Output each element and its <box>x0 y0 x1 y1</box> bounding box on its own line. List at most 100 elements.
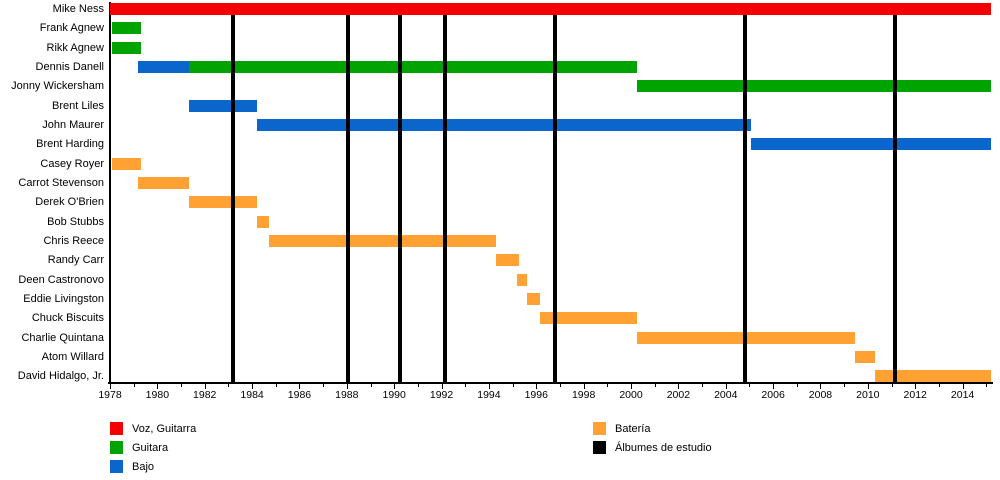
y-axis-line <box>109 2 111 382</box>
bar-guitarra <box>112 22 141 35</box>
bar-bateria <box>496 254 519 267</box>
member-label: Jonny Wickersham <box>11 80 104 93</box>
axis-major-tick <box>678 384 680 389</box>
axis-minor-tick <box>607 384 609 387</box>
axis-minor-tick <box>417 384 419 387</box>
axis-tick-label: 1990 <box>382 389 406 401</box>
bar-bajo <box>189 99 257 112</box>
album-line <box>742 15 747 382</box>
member-label: Mike Ness <box>52 3 104 15</box>
axis-tick-label: 2004 <box>714 389 738 401</box>
axis-tick-label: 2010 <box>856 389 880 401</box>
axis-minor-tick <box>370 384 372 387</box>
member-label: Carrot Stevenson <box>18 176 104 189</box>
member-label: Deen Castronovo <box>18 273 104 286</box>
axis-major-tick <box>962 384 964 389</box>
bar-bateria <box>189 196 257 209</box>
bar-bateria <box>874 370 991 383</box>
bar-bajo <box>750 138 991 151</box>
axis-minor-tick <box>938 384 940 387</box>
axis-minor-tick <box>796 384 798 387</box>
album-line <box>346 15 350 382</box>
axis-minor-tick <box>702 384 704 387</box>
axis-tick-label: 2008 <box>808 389 833 401</box>
bar-bateria <box>256 215 269 228</box>
axis-minor-tick <box>323 384 325 387</box>
axis-major-tick <box>110 384 111 389</box>
legend-label: Álbumes de estudio <box>615 442 712 454</box>
axis-tick-label: 2006 <box>761 389 785 401</box>
axis-major-tick <box>346 384 348 389</box>
bar-bateria <box>854 350 875 363</box>
member-label: Charlie Quintana <box>21 331 104 344</box>
bar-bateria <box>526 292 540 305</box>
axis-major-tick <box>915 384 917 389</box>
axis-major-tick <box>631 384 633 389</box>
axis-minor-tick <box>275 384 277 387</box>
bar-bateria <box>517 273 527 286</box>
bar-bateria <box>268 234 497 247</box>
legend-label: Bajo <box>132 461 155 473</box>
axis-minor-tick <box>986 384 988 387</box>
member-label: Frank Agnew <box>39 22 104 35</box>
legend-label: Batería <box>615 423 651 435</box>
axis-major-tick <box>867 384 869 389</box>
axis-major-tick <box>583 384 585 389</box>
legend-label: Voz, Guitarra <box>132 423 197 435</box>
member-label: John Maurer <box>42 118 104 131</box>
axis-tick-label: 1986 <box>287 389 312 401</box>
axis-major-tick <box>725 384 727 389</box>
axis-minor-tick <box>654 384 656 387</box>
member-label: Dennis Danell <box>35 60 104 73</box>
axis-minor-tick <box>559 384 561 387</box>
legend-swatch <box>110 422 123 435</box>
axis-minor-tick <box>512 384 514 387</box>
axis-minor-tick <box>749 384 751 387</box>
member-label: Randy Carr <box>47 254 104 267</box>
member-label: Atom Willard <box>41 350 104 363</box>
member-label: Rikk Agnew <box>46 41 104 54</box>
axis-major-tick <box>488 384 490 389</box>
axis-minor-tick <box>891 384 893 387</box>
axis-major-tick <box>204 384 206 389</box>
member-label: David Hidalgo, Jr. <box>17 370 104 383</box>
member-label: Brent Liles <box>52 99 104 112</box>
axis-tick-label: 1992 <box>429 389 454 401</box>
axis-minor-tick <box>133 384 135 387</box>
member-label: Casey Royer <box>40 157 104 170</box>
legend-swatch <box>110 441 123 454</box>
axis-tick-label: 1988 <box>335 389 359 401</box>
album-line <box>553 15 558 382</box>
axis-major-tick <box>299 384 301 389</box>
album-line <box>443 15 448 382</box>
bar-bateria <box>112 157 141 170</box>
album-line <box>893 15 898 382</box>
bar-bajo <box>256 118 751 131</box>
axis-tick-label: 2002 <box>666 389 691 401</box>
axis-tick-label: 1984 <box>240 389 264 401</box>
bar-guitarra <box>636 80 991 93</box>
axis-tick-label: 1996 <box>524 389 548 401</box>
axis-tick-label: 1994 <box>477 389 501 401</box>
member-label: Brent Harding <box>36 138 104 151</box>
member-label: Derek O'Brien <box>35 196 104 209</box>
member-label: Chris Reece <box>43 234 104 247</box>
axis-tick-label: 2012 <box>903 389 927 401</box>
legend-swatch <box>593 422 606 435</box>
axis-minor-tick <box>228 384 230 387</box>
axis-major-tick <box>441 384 443 389</box>
x-axis-line <box>108 382 993 384</box>
axis-tick-label: 1982 <box>193 389 217 401</box>
bar-guitarra <box>189 60 637 73</box>
axis-minor-tick <box>844 384 846 387</box>
bar-bajo <box>138 60 190 73</box>
axis-minor-tick <box>465 384 467 387</box>
album-line <box>231 15 236 382</box>
axis-tick-label: 2014 <box>950 389 975 401</box>
bar-bateria <box>138 176 190 189</box>
axis-tick-label: 2000 <box>619 389 643 401</box>
member-label: Bob Stubbs <box>47 215 104 228</box>
bar-bateria <box>539 312 637 325</box>
member-label: Eddie Livingston <box>23 292 104 305</box>
